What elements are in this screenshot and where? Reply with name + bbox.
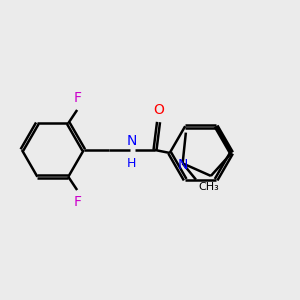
Text: F: F (73, 91, 81, 105)
Text: F: F (73, 195, 81, 209)
Text: CH₃: CH₃ (198, 182, 219, 193)
Text: N: N (177, 158, 188, 172)
Text: N: N (126, 134, 136, 148)
Text: H: H (127, 158, 136, 170)
Text: O: O (153, 103, 164, 117)
